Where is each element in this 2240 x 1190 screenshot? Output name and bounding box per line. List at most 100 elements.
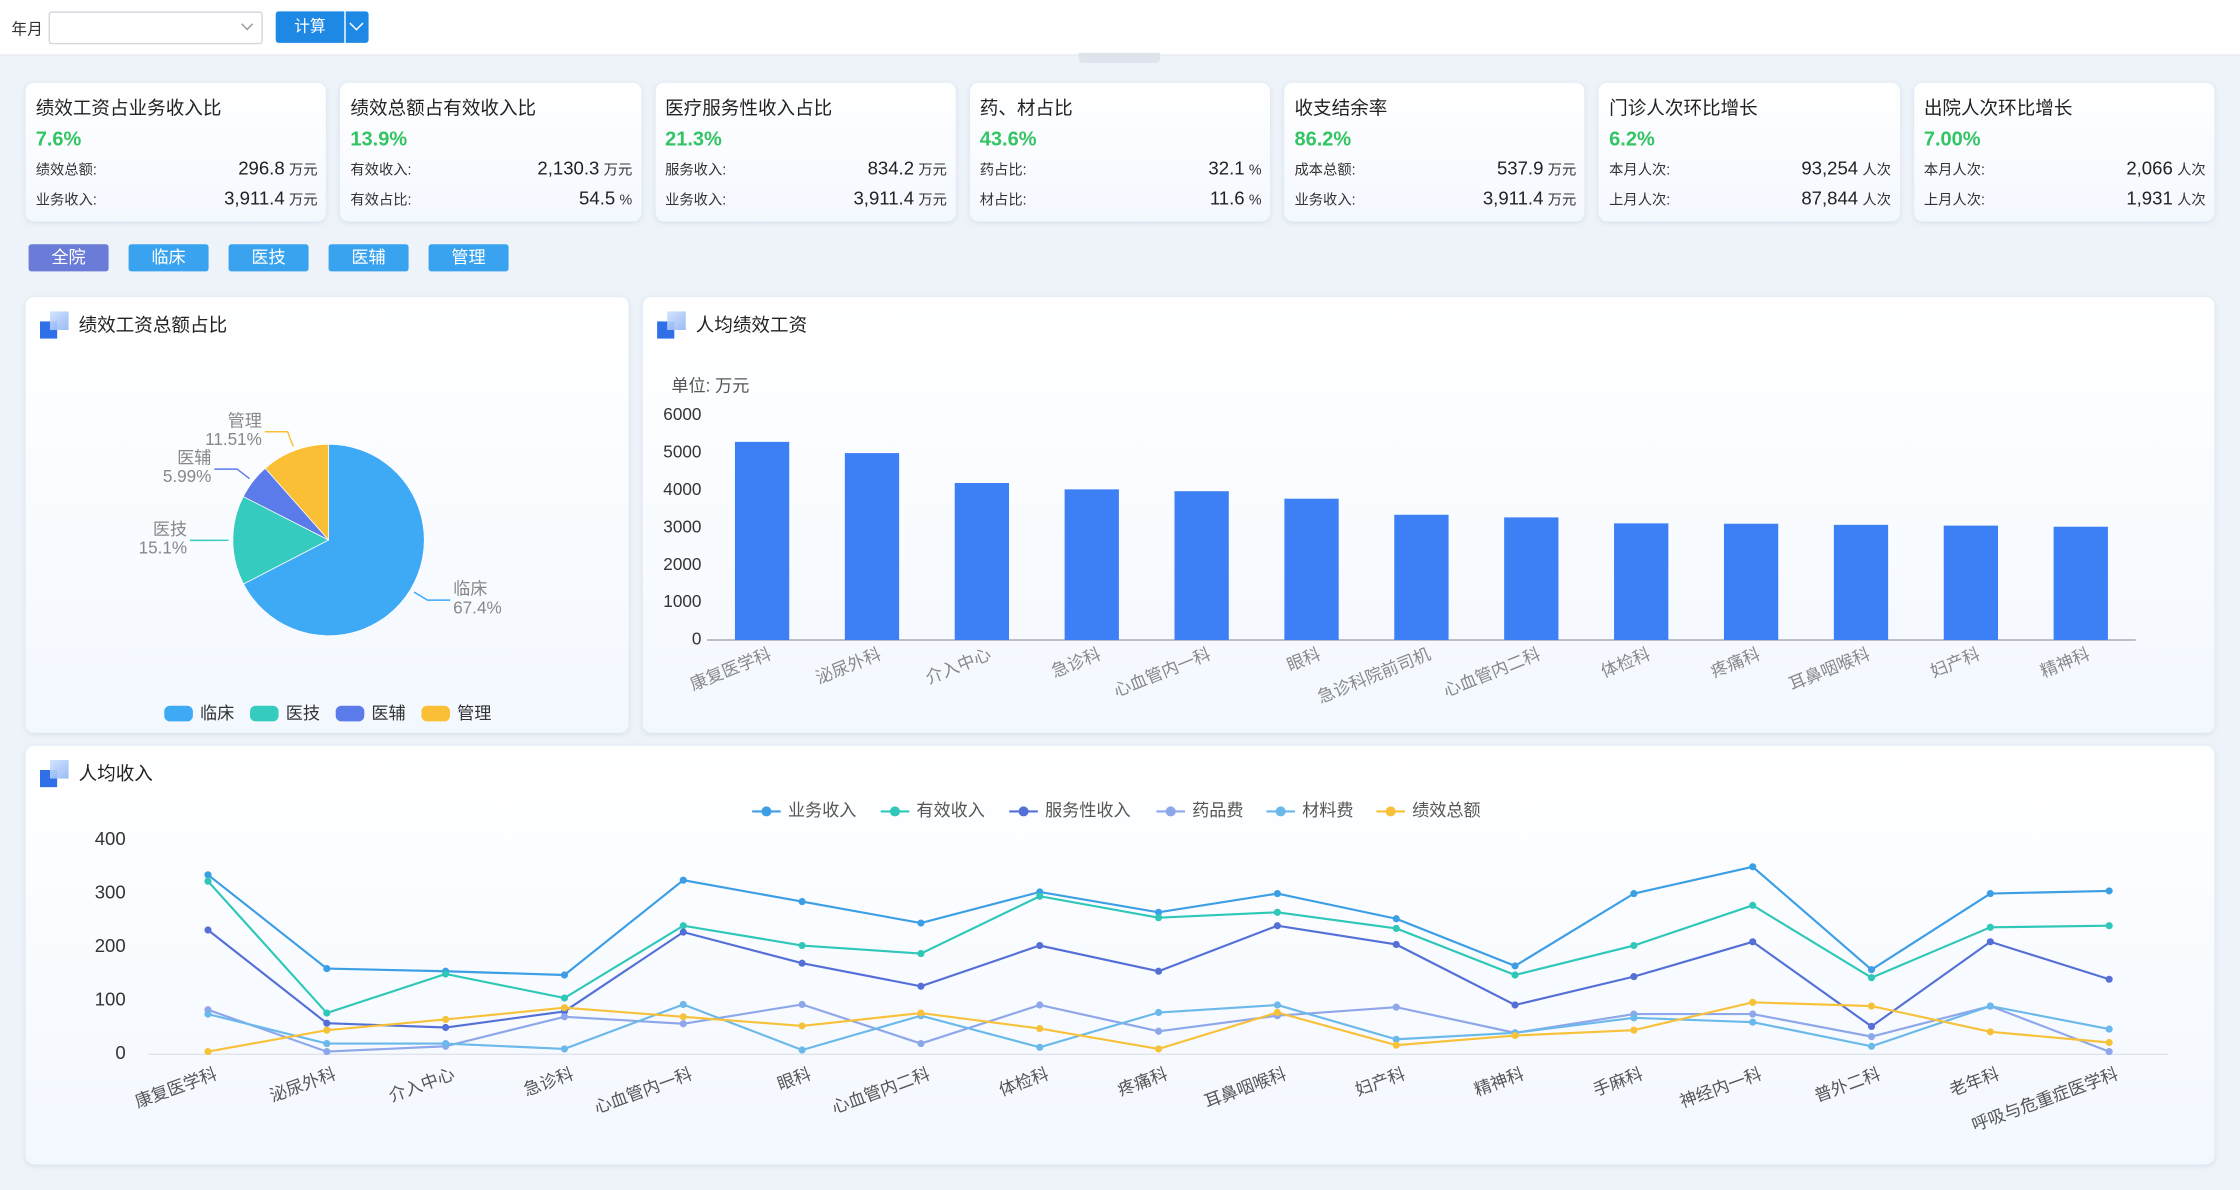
- data-point: [1986, 938, 1994, 946]
- panel-icon: [39, 311, 69, 340]
- data-point: [1036, 941, 1044, 950]
- bar: [1064, 489, 1119, 640]
- x-tick-label: 介入中心: [386, 1064, 457, 1106]
- data-point: [2105, 922, 2113, 930]
- x-tick-label: 介入中心: [923, 644, 994, 688]
- x-tick-label: 泌尿外科: [813, 644, 884, 688]
- kpi-label: 业务收入:: [35, 192, 97, 209]
- data-point: [2105, 1048, 2113, 1056]
- slice-name: 管理: [228, 410, 262, 430]
- kpi-unit: 人次: [2177, 192, 2206, 209]
- kpi-amount: 3,911.4 万元: [853, 186, 946, 212]
- pie-slice: [243, 443, 425, 637]
- data-point: [917, 1009, 925, 1017]
- y-tick-label: 1000: [663, 591, 701, 611]
- data-point: [204, 1048, 212, 1056]
- data-point: [1986, 1002, 1994, 1010]
- data-point: [1392, 915, 1400, 923]
- kpi-unit: 万元: [288, 162, 318, 179]
- filter-tab[interactable]: 医辅: [328, 244, 409, 272]
- x-tick-label: 耳鼻咽喉科: [1786, 644, 1873, 695]
- kpi-label: 业务收入:: [1294, 192, 1356, 209]
- data-point: [560, 1004, 569, 1012]
- bar: [734, 441, 790, 640]
- kpi-label: 材占比:: [979, 192, 1027, 209]
- kpi-label: 本月人次:: [1923, 162, 1985, 179]
- calc-dropdown[interactable]: [345, 11, 369, 43]
- kpi-label: 本月人次:: [1609, 162, 1671, 179]
- data-point: [2105, 887, 2113, 895]
- data-point: [1036, 1043, 1044, 1051]
- data-point: [917, 949, 925, 958]
- x-tick-label: 心血管内一科: [1111, 644, 1214, 701]
- y-tick-label: 200: [95, 935, 126, 956]
- kpi-amount: 2,130.3 万元: [537, 156, 632, 182]
- data-point: [1273, 889, 1281, 898]
- data-point: [917, 1039, 925, 1048]
- line-chart: 0 100 200 300 400 康复医学科 泌尿外科 介入中心 急诊科 心血管内一科 眼科 心血管…: [95, 800, 2169, 1135]
- filter-tab[interactable]: 临床: [128, 244, 209, 272]
- x-tick-label: 疼痛科: [1708, 644, 1763, 682]
- data-point: [798, 959, 806, 967]
- kpi-title: 绩效总额占有效收入比: [350, 97, 537, 119]
- legend-dot: [1385, 806, 1396, 817]
- y-tick-label: 2000: [663, 554, 701, 574]
- slice-name: 临床: [453, 579, 487, 599]
- data-point: [323, 1039, 331, 1048]
- x-tick-label: 手麻科: [1590, 1064, 1645, 1100]
- x-tick-label: 体检科: [996, 1064, 1051, 1100]
- filter-tab[interactable]: 全院: [28, 244, 109, 272]
- legend-swatch: [249, 705, 279, 722]
- slice-name: 医辅: [177, 448, 211, 468]
- x-tick-label: 精神科: [1471, 1064, 1526, 1100]
- x-tick-label: 体检科: [1598, 644, 1653, 682]
- kpi-number: 834.2: [867, 157, 915, 179]
- line-panel: 人均收入 0 100 200 300 400 康复医学科 泌尿外科 介入中心 急诊科 心血管内一科…: [25, 745, 2215, 1165]
- kpi-amount: 3,911.4 万元: [1483, 186, 1576, 212]
- data-point: [560, 1045, 569, 1053]
- kpi-unit: 万元: [918, 192, 947, 209]
- x-tick-label: 精神科: [2037, 644, 2092, 682]
- filter-tab[interactable]: 医技: [228, 244, 309, 272]
- panel-icon: [39, 759, 69, 789]
- data-point: [1749, 863, 1757, 871]
- x-tick-label: 心血管内二科: [1440, 644, 1543, 701]
- pie-panel: 绩效工资总额占比 临床 67.4% 医技 15.1% 医辅 5.99% 管理 11.51% 临床…: [25, 297, 629, 733]
- kpi-title: 出院人次环比增长: [1923, 97, 2073, 119]
- slice-value: 5.99%: [163, 466, 212, 486]
- data-point: [798, 898, 806, 906]
- data-point: [1630, 941, 1638, 950]
- kpi-unit: 人次: [2177, 162, 2206, 179]
- kpi-label: 上月人次:: [1923, 192, 1985, 209]
- collapse-handle[interactable]: [1078, 52, 1160, 63]
- calc-button[interactable]: 计算: [275, 11, 345, 43]
- filter-tab[interactable]: 管理: [428, 244, 509, 272]
- y-tick-label: 5000: [663, 442, 701, 462]
- data-point: [323, 1048, 331, 1056]
- month-select[interactable]: [48, 11, 263, 45]
- data-point: [204, 1010, 212, 1018]
- data-point: [560, 994, 569, 1002]
- kpi-card: 医疗服务性收入占比 21.3% 服务收入: 834.2 万元 业务收入: 3,911.4 万元: [655, 82, 956, 222]
- data-point: [1392, 924, 1400, 932]
- kpi-value: 6.2%: [1609, 127, 1655, 150]
- data-point: [1867, 1033, 1876, 1041]
- kpi-card: 绩效工资占业务收入比 7.6% 绩效总额: 296.8 万元 业务收入: 3,911.4 万元: [25, 82, 327, 222]
- data-point: [560, 1013, 569, 1021]
- legend-label: 绩效总额: [1412, 800, 1480, 820]
- data-point: [1392, 1003, 1400, 1011]
- toolbar: 年月 计算: [0, 0, 2240, 56]
- leader-line: [413, 591, 451, 601]
- slice-value: 11.51%: [205, 429, 262, 449]
- data-point: [1154, 967, 1163, 975]
- data-point: [1630, 889, 1638, 898]
- kpi-row: 有效占比: 54.5%: [350, 186, 632, 216]
- legend-label: 临床: [200, 703, 234, 723]
- data-point: [204, 926, 212, 934]
- data-point: [1986, 923, 1994, 931]
- data-point: [917, 982, 925, 990]
- legend-label: 药品费: [1192, 800, 1243, 820]
- kpi-amount: 11.6%: [1210, 186, 1262, 212]
- x-tick-label: 急诊科: [1048, 644, 1103, 682]
